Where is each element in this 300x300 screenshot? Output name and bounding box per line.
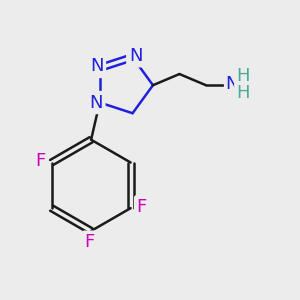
Text: N: N (129, 47, 142, 65)
Text: N: N (90, 57, 104, 75)
Text: H: H (236, 85, 250, 103)
Text: F: F (137, 198, 147, 216)
Text: N: N (89, 94, 103, 112)
Text: F: F (35, 152, 46, 170)
Text: N: N (226, 75, 239, 93)
Text: F: F (85, 233, 95, 251)
Text: H: H (236, 67, 250, 85)
